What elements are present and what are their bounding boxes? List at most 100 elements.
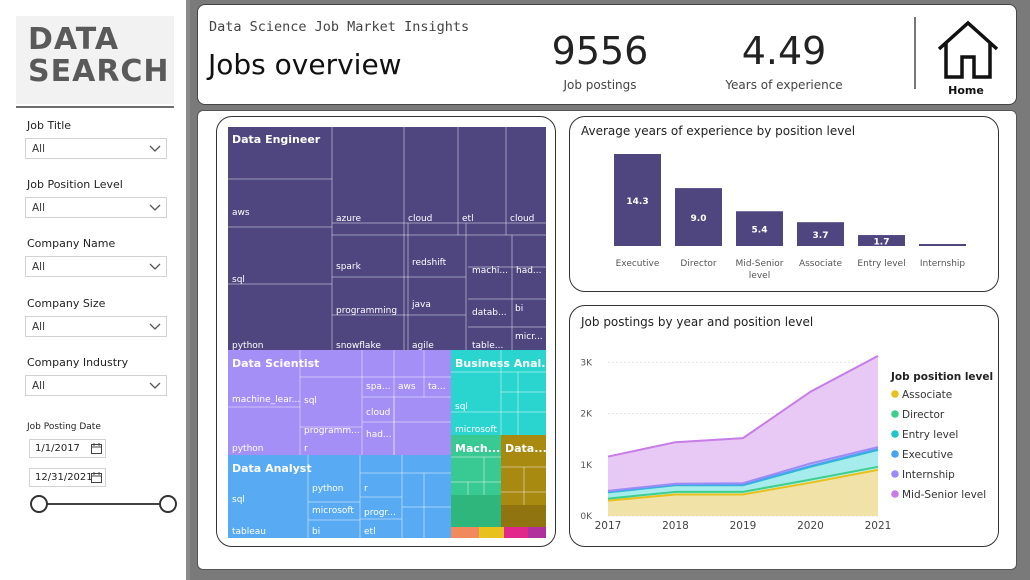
start-date-input[interactable]: 1/1/2017	[29, 439, 106, 458]
area-chart-title: Job postings by year and position level	[581, 315, 814, 329]
area-mid-senior	[608, 355, 878, 491]
company-industry-value: All	[32, 380, 46, 392]
series-line-mid-senior	[607, 354, 879, 458]
treemap-group-label: Data Scientist	[232, 357, 319, 370]
end-date-value: 12/31/2021	[35, 472, 93, 483]
treemap-cell-label: python	[312, 484, 343, 494]
treemap-cell-label: programm...	[304, 426, 360, 436]
treemap-cell-label: r	[364, 484, 368, 494]
filter-panel: DATA SEARCH Job Title All Job Position L…	[0, 0, 186, 580]
bar-value-label: 3.7	[813, 231, 829, 241]
logo-line-1: DATA	[28, 22, 120, 57]
company-size-value: All	[32, 321, 46, 333]
date-slider-start-handle[interactable]	[30, 495, 48, 513]
bar-chart-card: Average years of experience by position …	[569, 116, 999, 292]
position-level-select[interactable]: All	[25, 197, 167, 218]
company-industry-select[interactable]: All	[25, 375, 167, 396]
dashboard-subtitle: Data Science Job Market Insights	[209, 19, 470, 35]
calendar-icon[interactable]	[91, 443, 102, 454]
company-name-select[interactable]: All	[25, 256, 167, 277]
treemap-card: Data Engineer Data Scientist Business Anal…	[216, 116, 556, 547]
company-size-select[interactable]: All	[25, 316, 167, 337]
y-tick-label: 0K	[580, 512, 593, 522]
treemap-small-cell	[528, 527, 546, 538]
page-title: Jobs overview	[208, 48, 402, 81]
kpi-postings-value: 9556	[551, 29, 649, 73]
treemap-small-cell	[501, 505, 546, 527]
treemap-group-data-scientist	[228, 350, 451, 455]
bar-value-label: 5.4	[752, 226, 768, 236]
treemap-cell-label: tableau	[232, 527, 266, 537]
legend-label: Associate	[902, 389, 952, 401]
treemap-cell-label: microsoft	[455, 425, 497, 435]
header-divider	[914, 17, 916, 89]
end-date-input[interactable]: 12/31/2021	[29, 468, 106, 487]
treemap-cell-label: machi...	[472, 266, 508, 276]
treemap-cell-label: agile	[412, 341, 434, 351]
treemap-small-cell	[451, 495, 501, 527]
company-name-label: Company Name	[27, 237, 116, 250]
series-line-associate	[607, 468, 879, 502]
series-line-internship	[607, 446, 879, 492]
x-tick-label: Mid-Senior	[736, 259, 784, 269]
date-slider-track[interactable]	[38, 503, 168, 505]
logo-divider	[16, 106, 174, 108]
treemap-cell-label: table...	[472, 341, 503, 351]
treemap-cell-label: aws	[232, 208, 250, 218]
x-tick-label: Internship	[920, 259, 966, 269]
y-tick-label: 1K	[580, 461, 593, 471]
area-entry-level	[608, 449, 878, 499]
treemap-cell-label: etl	[462, 214, 474, 224]
chevron-down-icon	[149, 382, 161, 389]
legend-marker	[891, 390, 899, 398]
bar	[797, 222, 844, 246]
x-tick-label: Executive	[616, 259, 660, 269]
area-chart[interactable]: 0K 1K 2K 3K 2017 2018 2019 2020 2021 Job position…	[570, 332, 998, 544]
treemap-cell-label: etl	[364, 527, 376, 537]
x-tick-label: Entry level	[857, 259, 905, 269]
treemap-small-cell	[451, 527, 479, 538]
home-label[interactable]: Home	[948, 84, 984, 97]
home-icon[interactable]	[936, 19, 1000, 81]
treemap-group-label: Business Anal...	[455, 357, 546, 370]
legend-marker	[891, 410, 899, 418]
start-date-value: 1/1/2017	[35, 443, 80, 454]
legend-title: Job position level	[890, 371, 993, 383]
treemap-group-label: Data...	[505, 442, 546, 455]
treemap-cell-label: sql	[455, 402, 468, 412]
chevron-down-icon	[149, 323, 161, 330]
posting-date-label: Job Posting Date	[27, 422, 101, 432]
bar-chart-title: Average years of experience by position …	[581, 124, 856, 138]
bar-chart[interactable]: 14.3 Executive 9.0 Director 5.4 Mid-Senior lev…	[570, 143, 998, 289]
x-tick-label: Associate	[799, 259, 843, 269]
kpi-experience-value: 4.49	[741, 29, 827, 73]
bar-value-label: 9.0	[691, 214, 707, 224]
series-line-director	[607, 465, 879, 500]
treemap-cell-label: python	[232, 341, 263, 351]
treemap-cell-label: java	[411, 300, 431, 310]
treemap-group-label: Data Engineer	[232, 133, 321, 146]
job-title-select[interactable]: All	[25, 138, 167, 159]
treemap-group-data-engineer	[228, 127, 546, 350]
treemap-cell-label: datab...	[472, 308, 507, 318]
treemap-group-data-analyst	[228, 455, 451, 538]
treemap-cell-label: micr...	[515, 332, 543, 342]
legend-label: Director	[902, 409, 945, 421]
treemap-cell-label: sql	[232, 495, 245, 505]
legend-marker	[891, 470, 899, 478]
treemap-small-cell	[504, 527, 528, 538]
date-slider-end-handle[interactable]	[159, 495, 177, 513]
bar	[919, 244, 966, 246]
legend-label: Executive	[902, 449, 953, 461]
job-title-label: Job Title	[27, 119, 72, 132]
treemap-cell-label: progr...	[364, 508, 396, 518]
treemap-cell-label: aws	[398, 382, 416, 392]
position-level-label: Job Position Level	[27, 178, 123, 191]
treemap-cell-label: cloud	[366, 408, 390, 418]
skills-treemap[interactable]: Data Engineer Data Scientist Business Anal…	[228, 127, 546, 538]
bar	[736, 211, 783, 246]
treemap-cell-label: machine_lear...	[232, 395, 300, 405]
calendar-icon[interactable]	[91, 472, 102, 483]
kpi-postings-label: Job postings	[563, 78, 637, 92]
bar-value-label: 14.3	[626, 197, 648, 207]
